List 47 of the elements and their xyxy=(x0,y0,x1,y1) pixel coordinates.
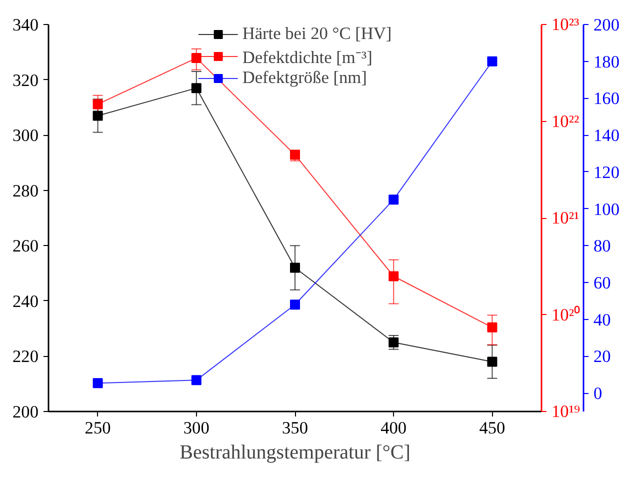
y3-tick-label: 160 xyxy=(594,89,620,108)
y3-tick-label: 40 xyxy=(594,310,611,330)
legend-label: Defektdichte [m⁻³] xyxy=(242,47,372,68)
y-tick-label: 320 xyxy=(12,70,39,90)
x-axis-title: Bestrahlungstemperatur [°C] xyxy=(180,442,410,464)
y3-tick-label: 140 xyxy=(594,126,620,146)
y-tick-label: 300 xyxy=(12,126,39,146)
point xyxy=(487,322,498,332)
x-tick-label: 300 xyxy=(183,418,210,438)
y-tick-label: 260 xyxy=(12,236,39,256)
y3-tick-label: 80 xyxy=(594,236,611,256)
y2-tick-label: 10²⁰ xyxy=(552,305,580,324)
y-tick-label: 200 xyxy=(12,402,39,422)
x-tick-label: 350 xyxy=(282,418,308,438)
y3-tick-label: 200 xyxy=(594,16,620,34)
legend-label: Defektgröße [nm] xyxy=(242,68,367,88)
point xyxy=(92,378,103,388)
y-tick-label: 340 xyxy=(12,16,39,34)
point xyxy=(487,56,498,66)
y3-tick-label: 20 xyxy=(594,347,611,366)
point xyxy=(290,300,300,310)
legend-label: Härte bei 20 °C [HV] xyxy=(242,24,392,44)
y2-tick-label: 10²² xyxy=(552,112,580,131)
point xyxy=(191,83,202,94)
y3-tick-label: 100 xyxy=(594,200,620,219)
point xyxy=(388,271,399,282)
x-tick-label: 400 xyxy=(380,418,407,438)
y2-tick-label: 10²¹ xyxy=(552,208,580,228)
y-tick-label: 240 xyxy=(12,292,39,311)
x-tick-label: 450 xyxy=(479,418,506,438)
y-tick-label: 280 xyxy=(12,181,39,200)
point xyxy=(191,375,202,386)
y3-tick-label: 120 xyxy=(594,162,620,182)
point xyxy=(92,99,103,110)
point xyxy=(290,262,300,273)
x-tick-label: 250 xyxy=(84,418,111,438)
y3-tick-label: 0 xyxy=(594,384,602,404)
point xyxy=(487,356,498,367)
y3-tick-label: 180 xyxy=(594,52,620,72)
y3-tick-label: 60 xyxy=(594,274,611,292)
point xyxy=(191,53,202,64)
point xyxy=(388,337,399,348)
y2-tick-label: 10²³ xyxy=(552,15,580,34)
point xyxy=(388,194,399,205)
point xyxy=(92,110,103,121)
y-tick-label: 220 xyxy=(12,347,39,366)
y2-tick-label: 10¹⁹ xyxy=(552,402,580,421)
